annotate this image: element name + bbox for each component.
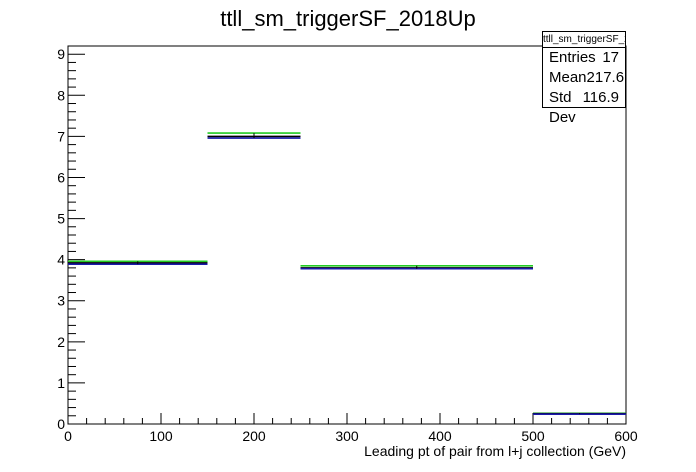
y-tick-label: 3 xyxy=(57,293,65,309)
x-tick-label: 400 xyxy=(428,428,452,444)
chart-title: ttll_sm_triggerSF_2018Up xyxy=(220,6,476,31)
x-axis: 0 100 200 300 400 500 600 xyxy=(64,413,638,444)
x-tick-label: 0 xyxy=(64,428,72,444)
y-tick-label: 9 xyxy=(57,46,65,62)
y-tick-label: 7 xyxy=(57,128,65,144)
stats-label: Entries xyxy=(549,49,596,66)
y-axis: 0 1 2 3 4 5 6 7 8 9 xyxy=(57,46,85,432)
stats-row-stddev: Std Dev 116.9 xyxy=(543,88,625,126)
y-tick-label: 8 xyxy=(57,87,65,103)
y-tick-label: 1 xyxy=(57,375,65,391)
stats-row-entries: Entries 17 xyxy=(543,48,625,68)
stats-value: 217.6 xyxy=(586,69,625,86)
y-tick-label: 2 xyxy=(57,334,65,350)
y-tick-label: 0 xyxy=(57,416,65,432)
histogram-bins xyxy=(68,132,626,415)
stats-box: ttll_sm_triggerSF_2018Up Entries 17 Mean… xyxy=(542,31,626,126)
x-tick-label: 200 xyxy=(242,428,266,444)
stats-name: ttll_sm_triggerSF_2018Up xyxy=(543,32,625,48)
x-tick-label: 500 xyxy=(521,428,545,444)
stats-value: 116.9 xyxy=(582,89,619,106)
x-axis-label: Leading pt of pair from l+j collection (… xyxy=(364,443,626,459)
stats-row-mean: Mean 217.6 xyxy=(543,68,625,88)
y-tick-label: 6 xyxy=(57,169,65,185)
stats-value: 17 xyxy=(602,49,619,66)
y-tick-label: 4 xyxy=(57,252,65,268)
stats-label: Mean xyxy=(549,69,587,86)
x-tick-label: 100 xyxy=(149,428,173,444)
x-tick-label: 600 xyxy=(614,428,638,444)
stats-label: Std Dev xyxy=(549,89,576,126)
x-tick-label: 300 xyxy=(335,428,359,444)
y-tick-label: 5 xyxy=(57,211,65,227)
